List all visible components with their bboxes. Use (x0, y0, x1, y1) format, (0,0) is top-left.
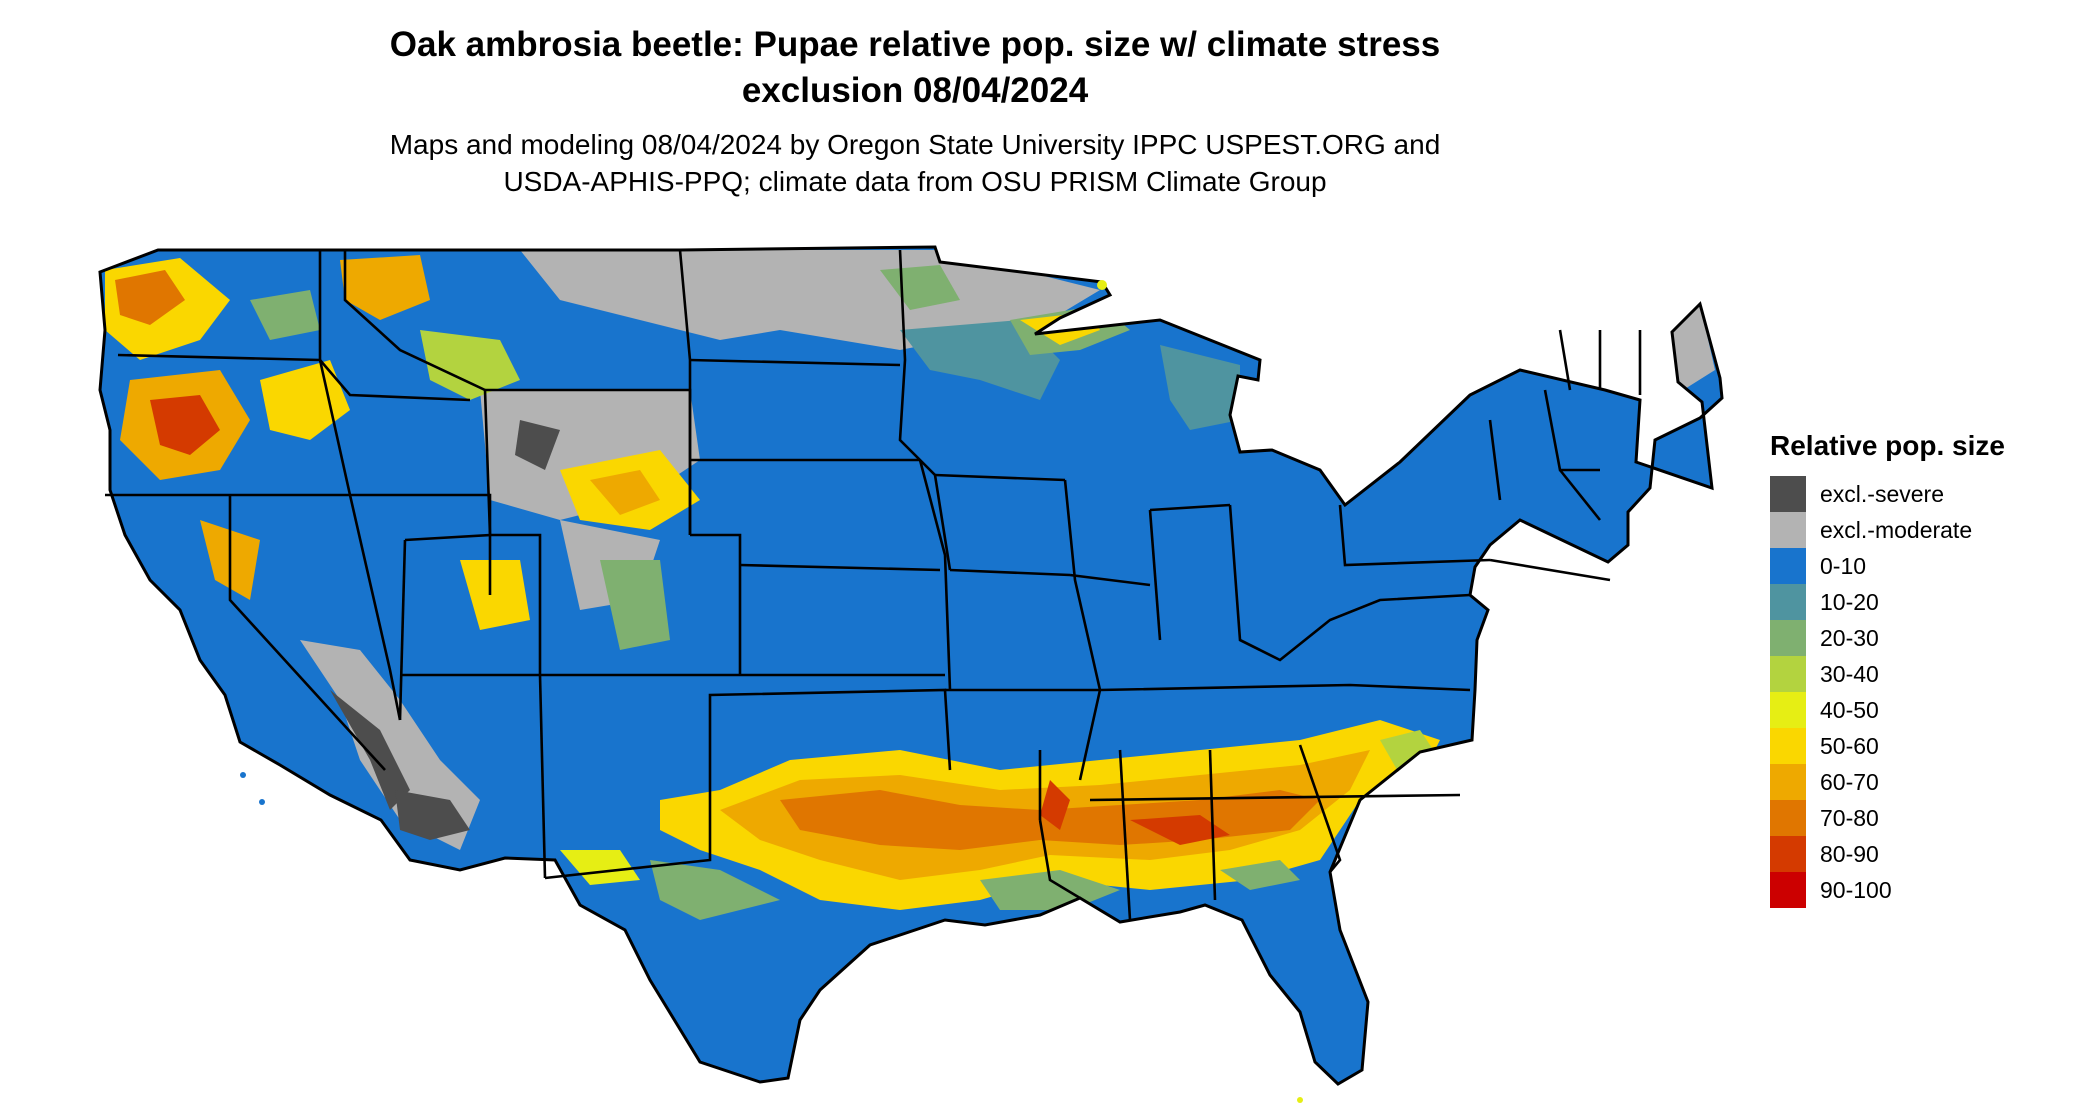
legend-swatch (1770, 764, 1806, 800)
legend-label: 70-80 (1820, 804, 1879, 831)
legend-item: excl.-moderate (1770, 512, 2005, 548)
legend-label: 80-90 (1820, 840, 1879, 867)
legend-swatch (1770, 584, 1806, 620)
legend-item: 20-30 (1770, 620, 2005, 656)
legend-item: 40-50 (1770, 692, 2005, 728)
map-legend: Relative pop. size excl.-severe excl.-mod… (1770, 430, 2005, 908)
map-title: Oak ambrosia beetle: Pupae relative pop.… (250, 22, 1580, 114)
legend-swatch (1770, 512, 1806, 548)
legend-label: excl.-moderate (1820, 516, 1973, 543)
legend-item: 70-80 (1770, 800, 2005, 836)
legend-title: Relative pop. size (1770, 430, 2005, 461)
legend-item: 60-70 (1770, 764, 2005, 800)
legend-label: 10-20 (1820, 588, 1879, 615)
legend-swatch (1770, 476, 1806, 512)
legend-label: excl.-severe (1820, 480, 1944, 507)
legend-label: 40-50 (1820, 696, 1879, 723)
legend-swatch (1770, 656, 1806, 692)
map-title-line-1: Oak ambrosia beetle: Pupae relative pop.… (389, 25, 1441, 64)
legend-label: 90-100 (1820, 876, 1892, 903)
legend-swatch (1770, 872, 1806, 908)
legend-item: 30-40 (1770, 656, 2005, 692)
legend-swatch (1770, 800, 1806, 836)
legend-item: 90-100 (1770, 872, 2005, 908)
legend-item: 80-90 (1770, 836, 2005, 872)
legend-label: 60-70 (1820, 768, 1879, 795)
legend-item: 10-20 (1770, 584, 2005, 620)
legend-items: excl.-severe excl.-moderate 0-10 10-20 20-30… (1770, 476, 2005, 908)
map-subtitle-line-1: Maps and modeling 08/04/2024 by Oregon S… (389, 129, 1441, 160)
legend-label: 50-60 (1820, 732, 1879, 759)
legend-swatch (1770, 692, 1806, 728)
map-subtitle-line-2: USDA-APHIS-PPQ; climate data from OSU PR… (503, 166, 1327, 197)
legend-label: 20-30 (1820, 624, 1879, 651)
legend-item: 0-10 (1770, 548, 2005, 584)
legend-swatch (1770, 836, 1806, 872)
map-subtitle: Maps and modeling 08/04/2024 by Oregon S… (250, 126, 1580, 200)
legend-item: excl.-severe (1770, 476, 2005, 512)
map-title-line-2: exclusion 08/04/2024 (741, 71, 1089, 110)
legend-swatch (1770, 548, 1806, 584)
legend-item: 50-60 (1770, 728, 2005, 764)
legend-label: 30-40 (1820, 660, 1879, 687)
legend-swatch (1770, 728, 1806, 764)
legend-label: 0-10 (1820, 552, 1867, 579)
legend-swatch (1770, 620, 1806, 656)
